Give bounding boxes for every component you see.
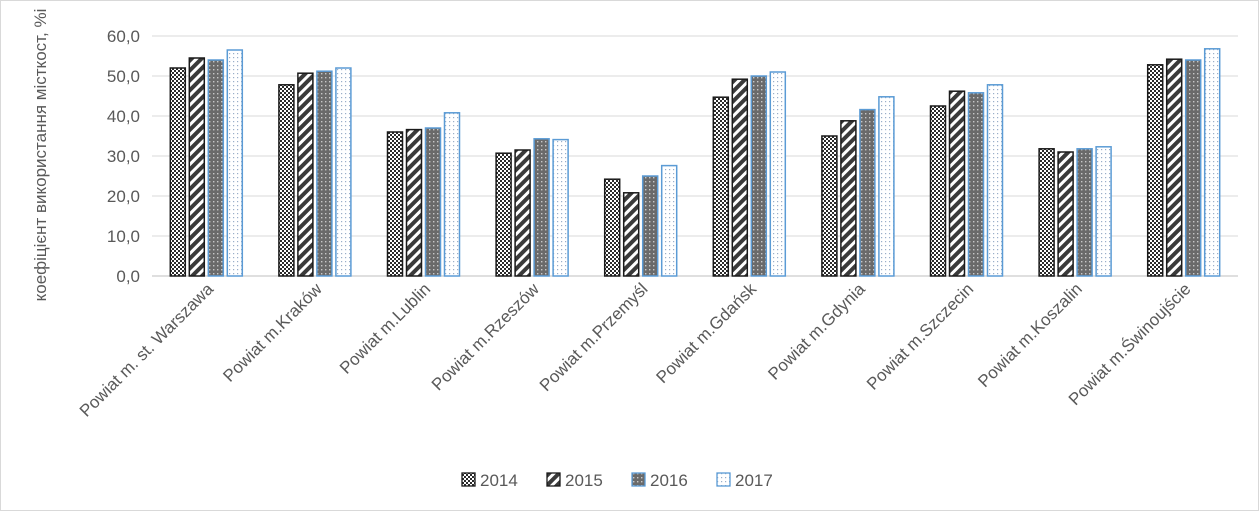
bar-2015-5: [731, 78, 749, 277]
legend-label-2014: 2014: [480, 471, 518, 490]
bar-2014-4: [603, 178, 621, 277]
legend: 2014 2015 2016 2017: [461, 471, 773, 490]
y-tick-label: 20,0: [107, 187, 140, 206]
bar-2017-4: [660, 164, 678, 277]
bar-2016-8: [1076, 148, 1093, 277]
bar-2016-7: [967, 92, 985, 277]
y-tick-label: 40,0: [107, 107, 140, 126]
legend-swatch-2015: [546, 472, 561, 487]
bar-2014-1: [278, 84, 295, 277]
bar-2015-8: [1057, 151, 1074, 277]
bar-2014-5: [712, 96, 730, 277]
bar-2016-0: [207, 59, 225, 277]
y-tick-label: 10,0: [107, 227, 140, 246]
legend-swatch-2014: [461, 472, 476, 487]
bar-2014-2: [386, 131, 404, 277]
y-axis-tick-labels: 0,0 10,0 20,0 30,0 40,0 50,0 60,0: [107, 27, 140, 286]
y-tick-label: 30,0: [107, 147, 140, 166]
bar-2014-0: [169, 67, 187, 277]
bar-2017-5: [769, 71, 787, 277]
y-tick-label: 0,0: [116, 267, 140, 286]
bar-2017-9: [1203, 48, 1221, 277]
bar-2015-7: [948, 90, 966, 277]
bar-2015-3: [514, 149, 531, 277]
bar-2016-1: [316, 70, 333, 277]
bar-2017-0: [226, 49, 244, 277]
bar-2016-6: [859, 108, 876, 277]
y-tick-label: 50,0: [107, 67, 140, 86]
bar-2016-9: [1184, 59, 1202, 277]
legend-label-2017: 2017: [735, 471, 773, 490]
bar-2016-4: [641, 175, 659, 277]
bar-2015-9: [1165, 58, 1183, 277]
legend-swatch-2016: [631, 472, 646, 487]
legend-swatch-2017: [716, 472, 731, 487]
bar-2014-8: [1038, 148, 1055, 277]
bar-2017-6: [878, 96, 895, 277]
bars: [169, 48, 1221, 277]
bar-2017-8: [1095, 146, 1112, 277]
bar-2014-9: [1146, 64, 1164, 277]
bar-2017-3: [552, 138, 569, 277]
bar-2017-2: [443, 112, 461, 277]
bar-2016-3: [533, 138, 550, 277]
bar-2015-1: [297, 72, 314, 277]
legend-label-2016: 2016: [650, 471, 688, 490]
bar-2015-4: [622, 192, 640, 277]
y-axis-label: коефіцієнт використання місткост, %і: [31, 9, 50, 302]
bar-2016-5: [750, 75, 768, 277]
bar-2016-2: [424, 127, 442, 277]
gridlines: [152, 35, 1238, 277]
bar-2015-2: [405, 128, 423, 277]
bar-2014-7: [929, 105, 947, 277]
bar-2017-7: [986, 84, 1004, 277]
legend-label-2015: 2015: [565, 471, 603, 490]
bar-2014-3: [495, 152, 512, 277]
bar-2015-6: [840, 120, 857, 277]
y-tick-label: 60,0: [107, 27, 140, 46]
bar-2017-1: [335, 67, 352, 277]
bar-2014-6: [821, 135, 838, 277]
bar-2015-0: [188, 57, 206, 277]
